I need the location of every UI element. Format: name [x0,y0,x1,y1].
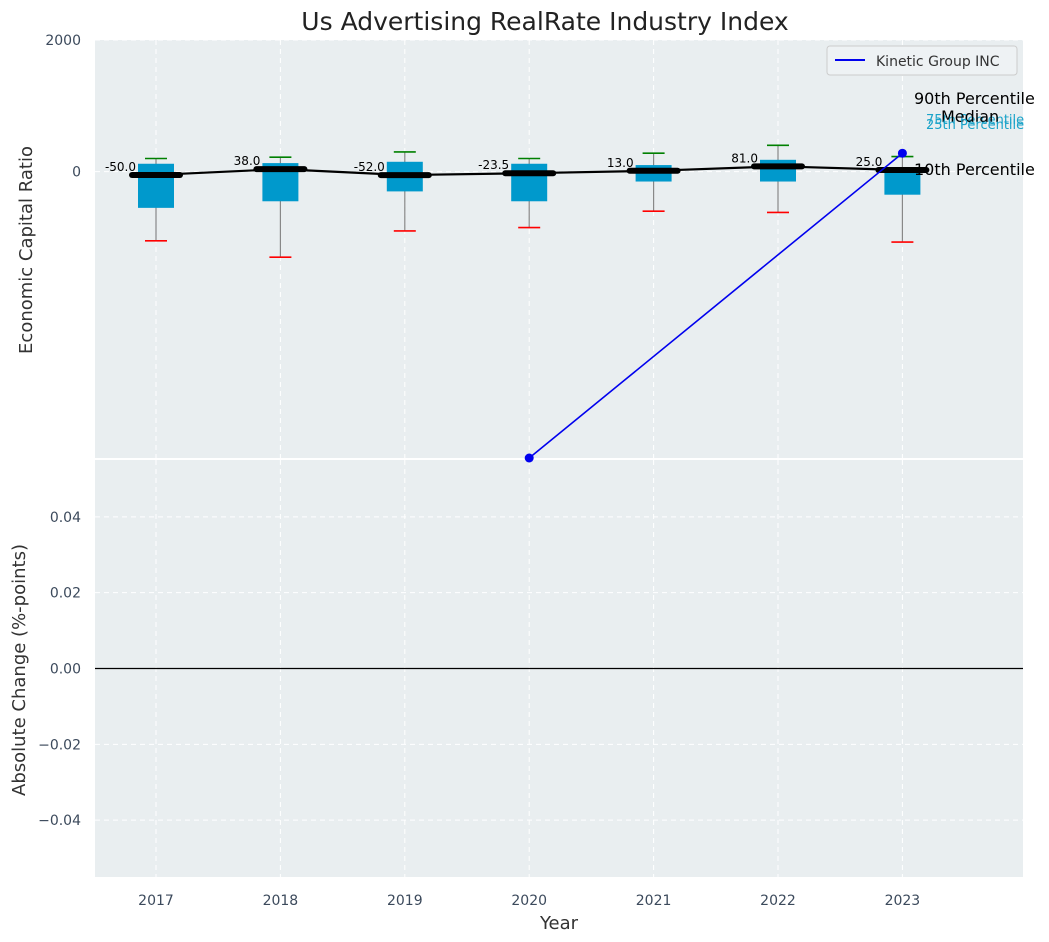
legend-box [826,45,1018,76]
top-y-tick-label: 2000 [45,33,81,49]
x-tick-label-2021: 2021 [636,893,672,909]
annotation-10th-percentile: 10th Percentile [914,160,1035,179]
annotation-75th-percentile: 75th Percentile [926,113,1024,128]
top-chart-marks: -50.0 38.0 -52.0 -23.5 13.0 81.0 25.0 [105,144,930,463]
bottom-y-axis-title: Absolute Change (%-points) [9,544,30,796]
company-point-2023 [897,148,907,158]
box-2020 [511,163,548,202]
bottom-y-tick-label: 0.04 [50,510,81,526]
top-y-axis-title: Economic Capital Ratio [16,146,37,354]
x-tick-label-2019: 2019 [387,893,423,909]
annotation-90th-percentile: 90th Percentile [914,89,1035,108]
bottom-y-tick-label: 0.00 [50,662,81,678]
x-tick-label-2023: 2023 [885,893,921,909]
median-value-label-2020: -23.5 [478,158,509,172]
median-value-label-2021: 13.0 [607,156,634,170]
median-value-label-2017: -50.0 [105,160,136,174]
top-y-tick-label: 0 [72,165,81,181]
x-tick-label-2018: 2018 [263,893,299,909]
bottom-y-tick-label: 0.02 [50,586,81,602]
median-value-label-2019: -52.0 [354,160,385,174]
bottom-y-tick-label: −0.02 [38,737,81,753]
median-trend-line [155,165,903,177]
bottom-y-tick-label: −0.04 [38,813,81,829]
annotation-25th-percentile: 25th Percentile [926,118,1024,133]
company-line-kinetic-group [528,152,903,459]
annotation-median: Median [941,107,999,126]
legend: Kinetic Group INC [826,45,1018,76]
chart-title: Us Advertising RealRate Industry Index [301,7,788,36]
x-tick-label-2022: 2022 [760,893,796,909]
top-plot-area [95,40,1023,458]
x-axis-title: Year [539,913,579,934]
median-value-label-2023: 25.0 [856,155,883,169]
x-tick-label-2020: 2020 [511,893,547,909]
box-2022 [760,159,796,182]
legend-label-kinetic-group: Kinetic Group INC [876,54,1000,70]
median-value-label-2022: 81.0 [731,151,758,165]
x-tick-label-2017: 2017 [138,893,174,909]
axis-ticks: 2000 0 0.04 0.02 0.00 −0.02 −0.04 2017 2018 2019 2… [38,33,920,909]
company-point-2020 [524,453,534,463]
median-value-label-2018: 38.0 [234,154,261,168]
box-2017 [138,163,174,208]
